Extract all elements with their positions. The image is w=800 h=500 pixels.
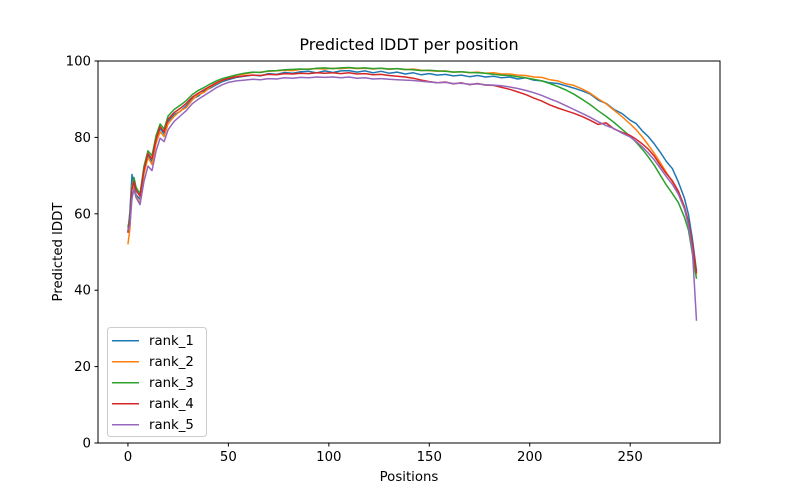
y-tick-label: 100 xyxy=(66,55,91,70)
x-tick-label: 0 xyxy=(124,450,132,465)
legend-label-rank-1: rank_1 xyxy=(149,334,194,349)
x-tick-label: 50 xyxy=(220,450,237,465)
x-tick-label: 150 xyxy=(417,450,442,465)
legend-label-rank-5: rank_5 xyxy=(149,418,194,433)
plot-area-border xyxy=(97,60,721,444)
x-tick-label: 100 xyxy=(316,450,341,465)
y-axis-label: Predicted lDDT xyxy=(51,202,66,302)
legend: rank_1 rank_2 rank_3 rank_4 rank_5 xyxy=(107,327,207,437)
x-tick-label: 200 xyxy=(517,450,542,465)
data-series-lines xyxy=(127,66,698,321)
line-rank-5 xyxy=(127,76,698,321)
y-tick-label: 60 xyxy=(74,207,91,222)
legend-label-rank-3: rank_3 xyxy=(149,376,194,391)
y-tick-label: 40 xyxy=(74,284,91,299)
legend-label-rank-4: rank_4 xyxy=(149,397,194,412)
legend-label-rank-2: rank_2 xyxy=(149,355,194,370)
line-rank-4 xyxy=(127,72,698,274)
y-tick-label: 20 xyxy=(74,360,91,375)
y-tick-label: 80 xyxy=(74,131,91,146)
line-rank-3 xyxy=(127,66,698,279)
x-tick-label: 250 xyxy=(618,450,643,465)
line-rank-1 xyxy=(127,69,698,272)
x-axis-ticks: 0 50 100 150 200 250 xyxy=(124,443,643,465)
line-rank-2 xyxy=(127,67,698,276)
chart-title: Predicted lDDT per position xyxy=(299,35,518,54)
y-axis-ticks: 0 20 40 60 80 100 xyxy=(66,55,98,452)
legend-box xyxy=(107,327,207,437)
x-axis-label: Positions xyxy=(380,470,439,485)
y-tick-label: 0 xyxy=(83,437,91,452)
